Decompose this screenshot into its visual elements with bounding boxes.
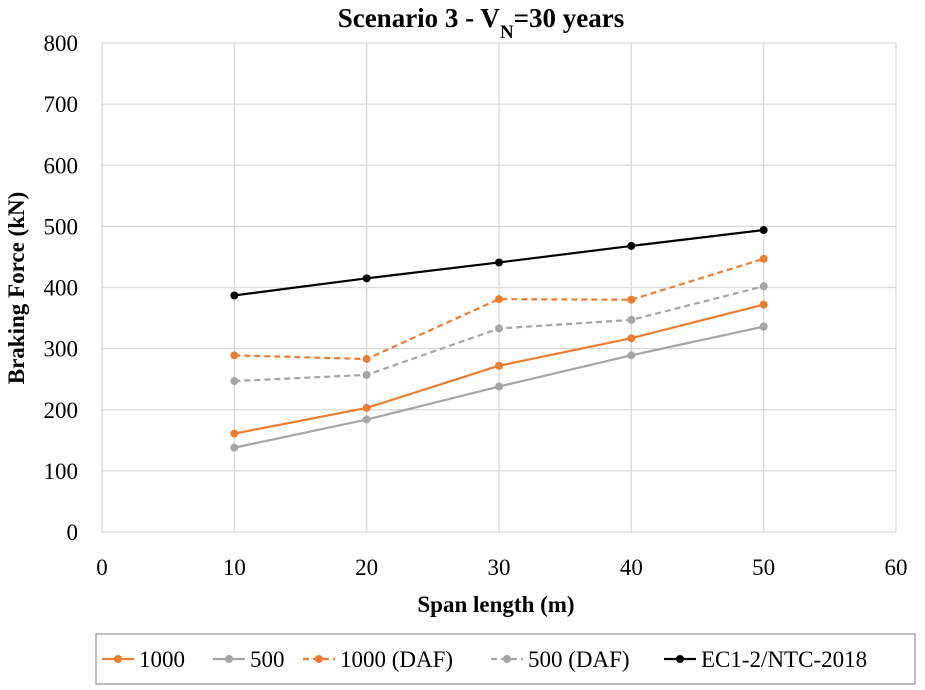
- data-point: [230, 291, 239, 300]
- legend-item: EC1-2/NTC-2018: [664, 647, 867, 672]
- data-point: [627, 315, 636, 324]
- data-point: [759, 226, 768, 235]
- series-layer: [230, 226, 768, 452]
- data-point: [495, 361, 503, 370]
- series-1000 (DAF): [230, 254, 768, 364]
- x-tick-label: 0: [96, 555, 108, 580]
- data-point: [495, 324, 503, 333]
- data-point: [495, 382, 503, 391]
- legend-swatch-marker: [503, 655, 511, 663]
- legend-swatch-marker: [225, 655, 233, 663]
- y-tick-label: 600: [44, 153, 79, 178]
- y-tick-label: 100: [44, 459, 79, 484]
- y-axis-title: Braking Force (kN): [4, 192, 29, 385]
- legend-label: 1000 (DAF): [340, 647, 453, 672]
- x-tick-label: 10: [223, 555, 246, 580]
- legend: 1000 500 1000 (DAF) 500 (DAF) EC1-2/NTC-2018: [95, 633, 916, 685]
- series-1000: [230, 300, 768, 438]
- y-axis-ticks: 0 100 200 300 400 500 600 700 800: [44, 31, 79, 545]
- data-point: [495, 295, 503, 304]
- data-point: [759, 254, 768, 263]
- data-point: [759, 322, 768, 331]
- x-axis-ticks: 0 10 20 30 40 50 60: [96, 555, 907, 580]
- series-500 (DAF): [230, 282, 768, 386]
- x-tick-label: 50: [752, 555, 775, 580]
- legend-label: 1000: [139, 647, 185, 672]
- y-tick-label: 0: [67, 520, 79, 545]
- data-point: [627, 241, 636, 250]
- data-point: [627, 334, 636, 343]
- data-point: [230, 351, 239, 360]
- x-tick-label: 40: [620, 555, 643, 580]
- legend-item: 500: [213, 647, 285, 672]
- chart-title-suffix: =30 years: [514, 3, 625, 33]
- data-point: [230, 443, 239, 452]
- series-500: [230, 322, 768, 452]
- legend-swatch-marker: [676, 655, 684, 663]
- data-point: [495, 258, 503, 267]
- data-point: [230, 429, 239, 438]
- legend-label: 500 (DAF): [528, 647, 630, 672]
- data-point: [362, 403, 371, 412]
- x-axis-title: Span length (m): [417, 592, 574, 617]
- data-point: [627, 351, 636, 360]
- legend-item: 1000: [102, 647, 185, 672]
- data-point: [362, 370, 371, 379]
- legend-swatch-marker: [114, 655, 122, 663]
- y-tick-label: 400: [44, 276, 79, 301]
- data-point: [362, 274, 371, 283]
- data-point: [759, 300, 768, 309]
- data-point: [627, 295, 636, 304]
- data-point: [759, 282, 768, 291]
- legend-swatch-marker: [315, 655, 323, 663]
- y-tick-label: 200: [44, 398, 79, 423]
- y-tick-label: 700: [44, 92, 79, 117]
- chart-title-subscript: N: [500, 22, 514, 43]
- legend-item: 500 (DAF): [491, 647, 630, 672]
- gridlines: [101, 42, 897, 533]
- x-tick-label: 30: [488, 555, 511, 580]
- y-tick-label: 500: [44, 214, 79, 239]
- chart-title-main: Scenario 3 - V: [338, 3, 501, 33]
- data-point: [230, 377, 239, 386]
- legend-label: EC1-2/NTC-2018: [701, 647, 867, 672]
- x-tick-label: 20: [355, 555, 378, 580]
- chart-title: Scenario 3 - VN=30 years: [338, 3, 625, 43]
- y-tick-label: 800: [44, 31, 79, 56]
- series-EC1-2/NTC-2018: [230, 226, 768, 300]
- data-point: [362, 415, 371, 424]
- legend-label: 500: [250, 647, 285, 672]
- x-tick-label: 60: [885, 555, 908, 580]
- legend-item: 1000 (DAF): [303, 647, 453, 672]
- y-tick-label: 300: [44, 337, 79, 362]
- data-point: [362, 355, 371, 364]
